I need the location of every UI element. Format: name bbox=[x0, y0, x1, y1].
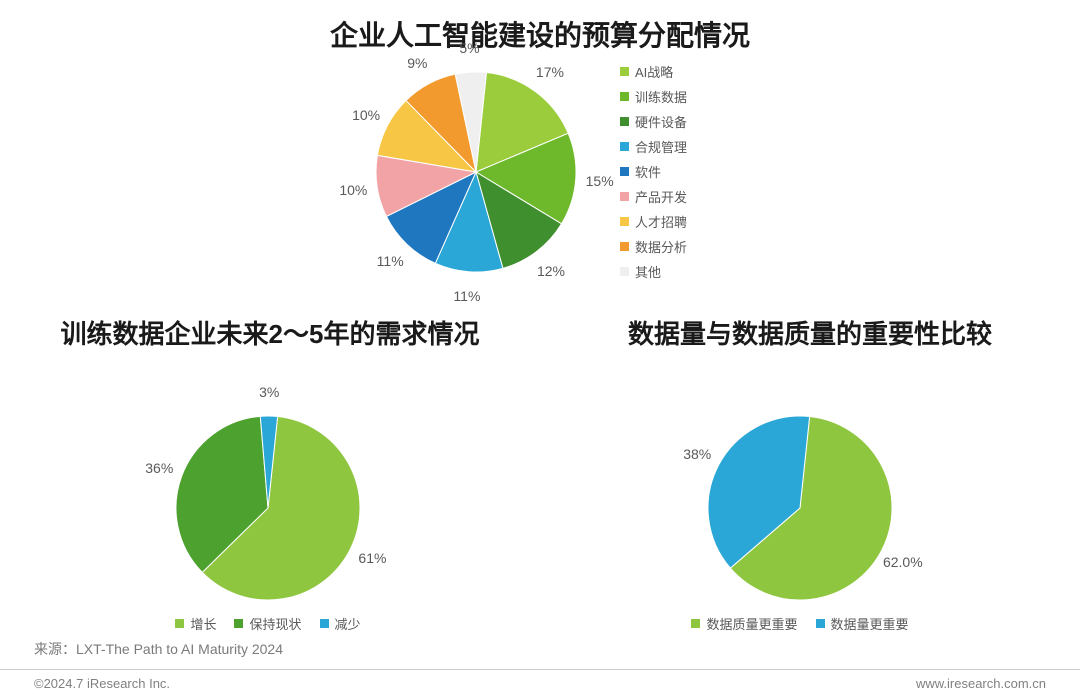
legend-item: 训练数据 bbox=[620, 87, 687, 106]
slice-label: 5% bbox=[459, 40, 479, 56]
legend-item: 数据分析 bbox=[620, 237, 687, 256]
legend-label: 软件 bbox=[635, 162, 661, 181]
slice-label: 10% bbox=[339, 182, 367, 198]
legend-item: 数据量更重要 bbox=[816, 614, 909, 633]
legend-label: 增长 bbox=[190, 614, 216, 633]
slice-label: 61% bbox=[358, 550, 386, 566]
legend-swatch bbox=[320, 619, 329, 628]
legend-swatch bbox=[816, 619, 825, 628]
legend-item: 软件 bbox=[620, 162, 687, 181]
legend-label: 保持现状 bbox=[249, 614, 301, 633]
chart2-pie: 61%36%3% bbox=[176, 416, 360, 600]
slice-label: 12% bbox=[537, 263, 565, 279]
slice-label: 10% bbox=[352, 107, 380, 123]
legend-swatch bbox=[620, 67, 629, 76]
legend-item: 增长 bbox=[175, 614, 216, 633]
legend-label: 减少 bbox=[335, 614, 361, 633]
legend-swatch bbox=[620, 167, 629, 176]
legend-label: 合规管理 bbox=[635, 137, 687, 156]
legend-swatch bbox=[620, 242, 629, 251]
legend-item: 合规管理 bbox=[620, 137, 687, 156]
chart1-legend: AI战略训练数据硬件设备合规管理软件产品开发人才招聘数据分析其他 bbox=[620, 62, 687, 287]
chart2-legend: 增长 保持现状 减少 bbox=[88, 614, 448, 633]
legend-item: 减少 bbox=[320, 614, 361, 633]
legend-item: 数据质量更重要 bbox=[691, 614, 797, 633]
legend-swatch bbox=[691, 619, 700, 628]
legend-swatch bbox=[234, 619, 243, 628]
chart1-pie: 17%15%12%11%11%10%10%9%5% bbox=[376, 72, 576, 272]
legend-label: 其他 bbox=[635, 262, 661, 281]
legend-item: 人才招聘 bbox=[620, 212, 687, 231]
slice-label: 62.0% bbox=[883, 554, 923, 570]
legend-swatch bbox=[620, 267, 629, 276]
legend-label: 人才招聘 bbox=[635, 212, 687, 231]
chart3-legend: 数据质量更重要 数据量更重要 bbox=[600, 614, 1000, 633]
chart1-title: 企业人工智能建设的预算分配情况 bbox=[0, 14, 1080, 54]
chart3-title: 数据量与数据质量的重要性比较 bbox=[576, 318, 1044, 351]
legend-label: 数据质量更重要 bbox=[706, 614, 797, 633]
legend-label: 数据分析 bbox=[635, 237, 687, 256]
legend-swatch bbox=[620, 217, 629, 226]
legend-swatch bbox=[620, 92, 629, 101]
legend-item: 硬件设备 bbox=[620, 112, 687, 131]
legend-swatch bbox=[620, 192, 629, 201]
chart2-title: 训练数据企业未来2～5年的需求情况 bbox=[36, 318, 504, 351]
legend-item: AI战略 bbox=[620, 62, 687, 81]
legend-label: AI战略 bbox=[635, 62, 673, 81]
slice-label: 38% bbox=[683, 446, 711, 462]
chart3-pie: 62.0%38% bbox=[708, 416, 892, 600]
legend-swatch bbox=[620, 142, 629, 151]
footer-copyright: ©2024.7 iResearch Inc. bbox=[34, 676, 170, 691]
slice-label: 36% bbox=[145, 460, 173, 476]
legend-item: 产品开发 bbox=[620, 187, 687, 206]
legend-item: 其他 bbox=[620, 262, 687, 281]
footer: ©2024.7 iResearch Inc. www.iresearch.com… bbox=[0, 669, 1080, 699]
legend-item: 保持现状 bbox=[234, 614, 301, 633]
legend-swatch bbox=[620, 117, 629, 126]
slice-label: 15% bbox=[586, 173, 614, 189]
slice-label: 11% bbox=[453, 288, 480, 304]
slice-label: 3% bbox=[259, 384, 279, 400]
source-text: 来源：LXT-The Path to AI Maturity 2024 bbox=[34, 639, 283, 659]
legend-label: 训练数据 bbox=[635, 87, 687, 106]
slice-label: 9% bbox=[407, 55, 427, 71]
legend-label: 产品开发 bbox=[635, 187, 687, 206]
slice-label: 17% bbox=[536, 64, 564, 80]
slice-label: 11% bbox=[377, 253, 404, 269]
legend-swatch bbox=[175, 619, 184, 628]
footer-url: www.iresearch.com.cn bbox=[916, 676, 1046, 691]
legend-label: 数据量更重要 bbox=[831, 614, 909, 633]
legend-label: 硬件设备 bbox=[635, 112, 687, 131]
